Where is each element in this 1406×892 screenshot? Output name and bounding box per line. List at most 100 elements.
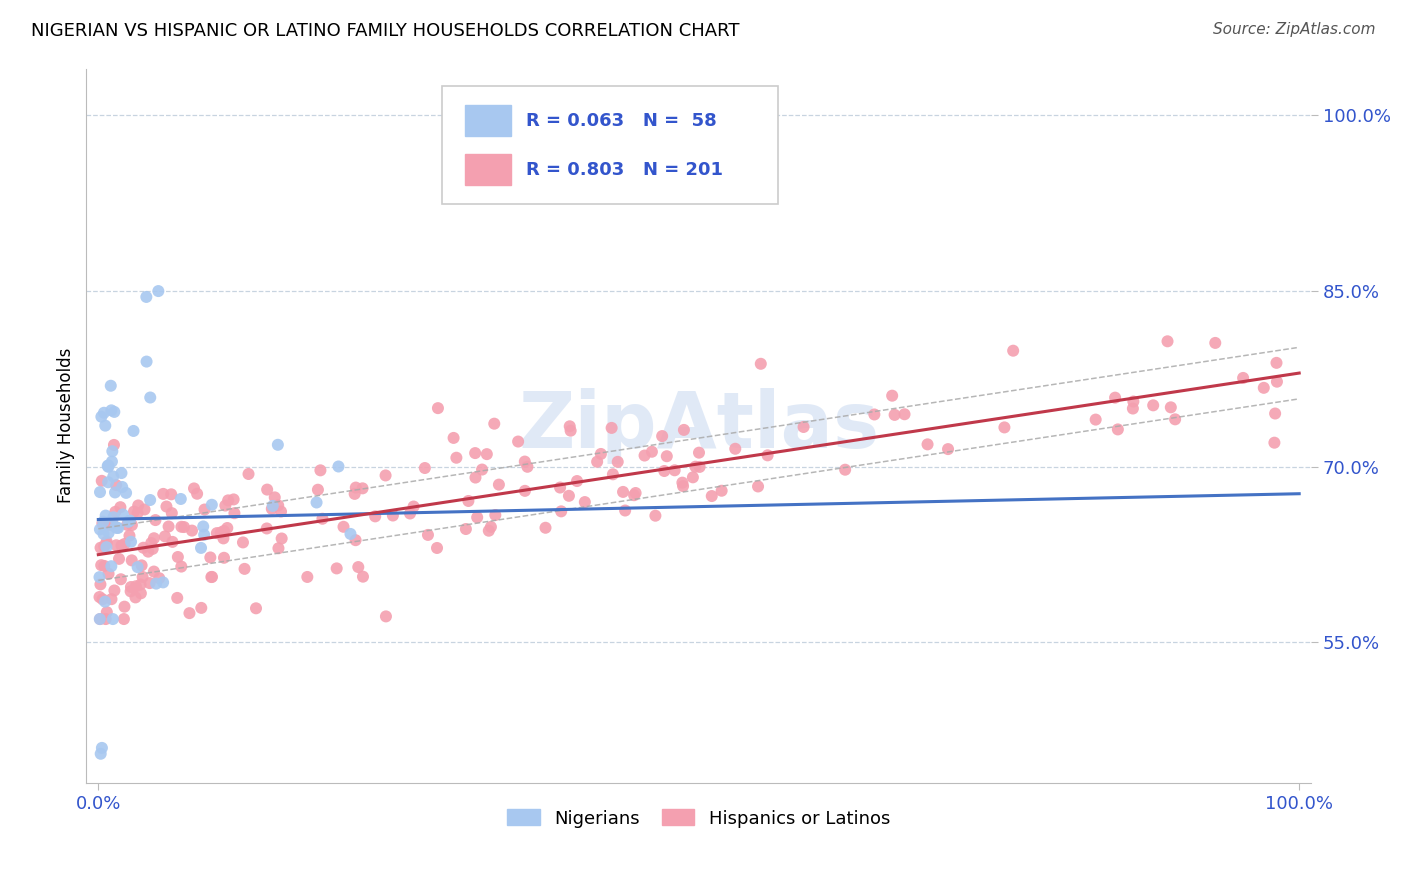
Point xyxy=(148,284,170,298)
Point xyxy=(267,541,290,556)
Point xyxy=(262,499,284,513)
Point xyxy=(142,541,165,556)
Point xyxy=(135,290,157,304)
Point xyxy=(464,446,486,460)
Point xyxy=(100,559,122,574)
Point xyxy=(200,570,222,584)
Point xyxy=(186,487,208,501)
Point xyxy=(142,565,165,579)
Point xyxy=(325,561,347,575)
Point xyxy=(90,558,112,573)
Point xyxy=(100,403,122,417)
Point xyxy=(103,405,125,419)
Point xyxy=(138,576,160,591)
Point xyxy=(101,516,124,531)
Point xyxy=(157,519,180,533)
Point xyxy=(120,580,142,594)
Point xyxy=(117,515,139,529)
FancyBboxPatch shape xyxy=(441,87,779,204)
Point xyxy=(332,520,354,534)
Point xyxy=(550,504,572,518)
Point xyxy=(682,470,704,484)
Point xyxy=(145,576,167,591)
Point xyxy=(114,537,136,551)
Point xyxy=(488,477,510,491)
Point xyxy=(484,508,506,522)
Point xyxy=(508,434,530,449)
Point xyxy=(644,508,666,523)
Point xyxy=(135,354,157,368)
Point xyxy=(143,531,166,545)
Point xyxy=(212,550,235,565)
Point xyxy=(107,521,129,535)
Point xyxy=(565,474,588,488)
Point xyxy=(375,609,398,624)
Point xyxy=(1104,391,1126,405)
Point xyxy=(200,550,222,565)
Point xyxy=(484,417,506,431)
Point xyxy=(623,488,645,502)
Point xyxy=(1122,394,1144,409)
Point xyxy=(110,572,132,586)
Point xyxy=(91,515,114,529)
Point xyxy=(96,605,118,619)
Point xyxy=(513,483,536,498)
Point xyxy=(89,577,111,591)
Point xyxy=(97,458,120,473)
Point xyxy=(183,482,205,496)
Point xyxy=(120,584,142,599)
Point xyxy=(94,508,117,523)
Point xyxy=(179,606,201,620)
Point xyxy=(381,508,404,523)
Point xyxy=(917,437,939,451)
Point xyxy=(883,408,905,422)
Point xyxy=(416,528,439,542)
Point xyxy=(882,389,904,403)
Point xyxy=(148,571,170,585)
Point xyxy=(120,534,142,549)
Point xyxy=(560,424,582,438)
Point xyxy=(152,487,174,501)
Point xyxy=(114,599,136,614)
Point xyxy=(139,493,162,508)
Point xyxy=(129,586,152,600)
Point xyxy=(548,481,571,495)
Bar xyxy=(465,154,512,186)
Point xyxy=(136,544,159,558)
Point xyxy=(190,600,212,615)
Point xyxy=(93,406,115,420)
Point xyxy=(602,467,624,482)
Point xyxy=(749,357,772,371)
Point xyxy=(94,594,117,608)
Point xyxy=(685,459,707,474)
Point xyxy=(115,517,138,532)
Point xyxy=(121,553,143,567)
Point xyxy=(129,577,152,591)
Point xyxy=(454,522,477,536)
Point xyxy=(426,541,449,555)
Point xyxy=(270,532,292,546)
Point xyxy=(104,505,127,519)
Point xyxy=(233,562,256,576)
Point xyxy=(160,506,183,520)
Point xyxy=(672,423,695,437)
Point xyxy=(132,541,155,555)
Point xyxy=(664,463,686,477)
Point xyxy=(170,520,193,534)
Point xyxy=(89,485,111,500)
Point xyxy=(479,520,502,534)
Point xyxy=(122,424,145,438)
Text: NIGERIAN VS HISPANIC OR LATINO FAMILY HOUSEHOLDS CORRELATION CHART: NIGERIAN VS HISPANIC OR LATINO FAMILY HO… xyxy=(31,22,740,40)
Point xyxy=(152,575,174,590)
Point xyxy=(399,507,422,521)
Point xyxy=(93,539,115,553)
Point xyxy=(212,532,235,546)
Point xyxy=(633,449,655,463)
Point xyxy=(100,592,122,607)
Point xyxy=(309,463,332,477)
Point xyxy=(131,570,153,584)
Point xyxy=(612,484,634,499)
Point xyxy=(110,466,132,480)
Point xyxy=(217,521,239,535)
Point xyxy=(586,455,609,469)
